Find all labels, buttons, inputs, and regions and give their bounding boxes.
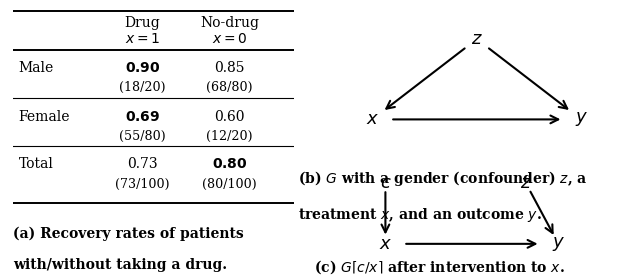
Text: Drug: Drug <box>124 16 160 30</box>
Text: (12/20): (12/20) <box>206 130 253 143</box>
Text: $\mathbf{0.69}$: $\mathbf{0.69}$ <box>125 110 160 124</box>
Text: ${\it c}$: ${\it c}$ <box>380 174 391 192</box>
Text: $x = 0$: $x = 0$ <box>212 32 247 46</box>
Text: No-drug: No-drug <box>200 16 259 30</box>
Text: ${\it y}$: ${\it y}$ <box>552 235 565 253</box>
Text: (b) $G$ with a gender (confounder) $z$, a: (b) $G$ with a gender (confounder) $z$, … <box>298 169 588 188</box>
Text: Female: Female <box>19 110 70 124</box>
Text: (a) Recovery rates of patients: (a) Recovery rates of patients <box>13 227 244 241</box>
Text: 0.85: 0.85 <box>214 61 245 74</box>
Text: (18/20): (18/20) <box>119 81 166 94</box>
Text: (55/80): (55/80) <box>119 130 166 143</box>
Text: treatment $x$, and an outcome $y$.: treatment $x$, and an outcome $y$. <box>298 206 541 224</box>
Text: Total: Total <box>19 157 53 171</box>
Text: 0.60: 0.60 <box>214 110 245 124</box>
Text: (68/80): (68/80) <box>206 81 253 94</box>
Text: $\mathbf{0.90}$: $\mathbf{0.90}$ <box>125 61 160 74</box>
Text: ${\it x}$: ${\it x}$ <box>365 110 379 128</box>
Text: with/without taking a drug.: with/without taking a drug. <box>13 258 227 271</box>
Text: ${\it y}$: ${\it y}$ <box>575 110 588 128</box>
Text: 0.73: 0.73 <box>127 157 157 171</box>
Text: (80/100): (80/100) <box>202 177 257 191</box>
Text: ${\it z}$: ${\it z}$ <box>471 30 483 48</box>
Text: Male: Male <box>19 61 54 74</box>
Text: $x = 1$: $x = 1$ <box>125 32 160 46</box>
Text: ${\it x}$: ${\it x}$ <box>379 235 392 253</box>
Text: (73/100): (73/100) <box>115 177 170 191</box>
Text: ${\it z}$: ${\it z}$ <box>520 174 532 192</box>
Text: (c) $G\lceil c/x \rceil$ after intervention to $x$.: (c) $G\lceil c/x \rceil$ after intervent… <box>314 258 564 276</box>
Text: $\mathbf{0.80}$: $\mathbf{0.80}$ <box>212 157 247 171</box>
